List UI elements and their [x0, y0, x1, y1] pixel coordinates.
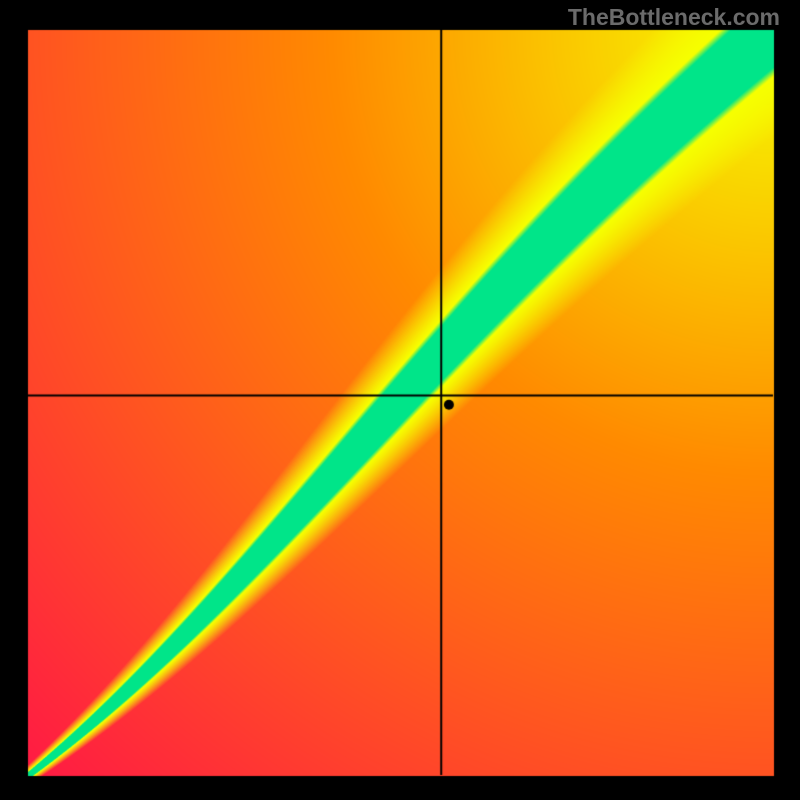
chart-container: TheBottleneck.com [0, 0, 800, 800]
watermark-text: TheBottleneck.com [568, 4, 780, 31]
gradient-heatmap-canvas [0, 0, 800, 800]
